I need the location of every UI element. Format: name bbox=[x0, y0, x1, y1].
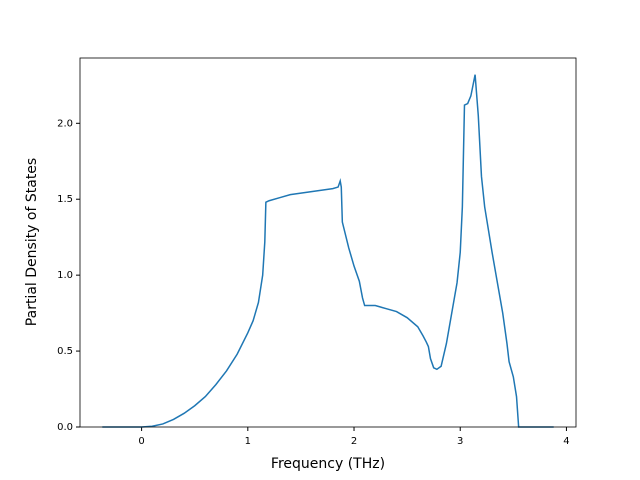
x-tick-label: 0 bbox=[138, 436, 144, 447]
y-axis-label: Partial Density of States bbox=[24, 158, 40, 326]
y-tick-label: 1.5 bbox=[57, 194, 73, 205]
y-tick-label: 1.0 bbox=[57, 270, 73, 281]
x-tick-label: 4 bbox=[563, 436, 569, 447]
y-tick-label: 2.0 bbox=[57, 118, 73, 129]
x-tick-label: 3 bbox=[457, 436, 463, 447]
data-line bbox=[102, 74, 554, 428]
y-tick-label: 0.5 bbox=[57, 346, 73, 357]
x-tick-label: 2 bbox=[351, 436, 357, 447]
x-tick-label: 1 bbox=[245, 436, 251, 447]
x-axis-label: Frequency (THz) bbox=[271, 456, 385, 472]
plot-frame bbox=[79, 57, 577, 428]
y-tick-label: 0.0 bbox=[57, 422, 73, 433]
